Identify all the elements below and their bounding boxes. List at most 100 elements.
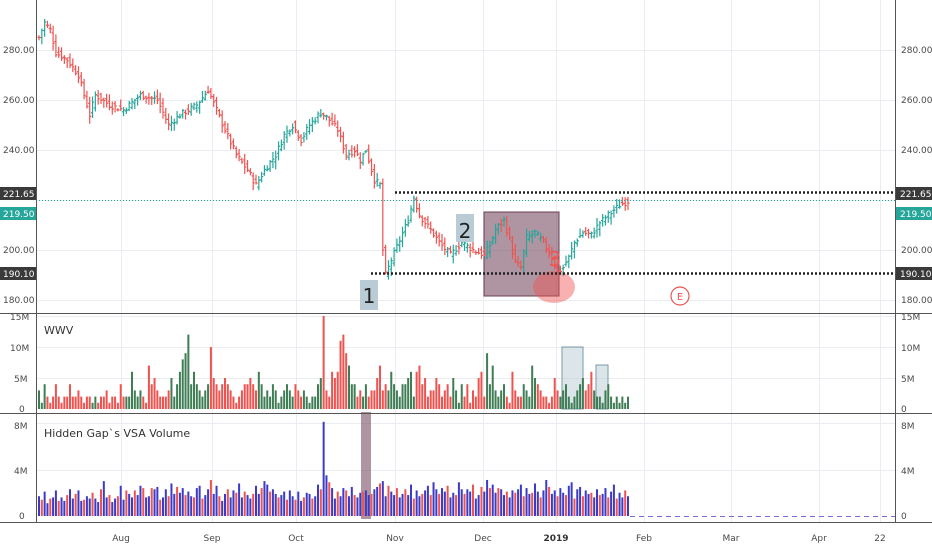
price-bar bbox=[296, 130, 300, 141]
price-bar bbox=[448, 245, 453, 254]
time-axis[interactable]: Aug Sep Oct Nov Dec 2019 Feb Mar Apr 22 bbox=[112, 534, 886, 544]
hidden-volume-bar bbox=[305, 492, 308, 516]
volume-bar bbox=[381, 390, 384, 409]
volume-axis-left[interactable]: 15M 10M 5M 0 bbox=[10, 313, 29, 415]
volume-bar bbox=[604, 390, 607, 409]
volume-bar bbox=[164, 396, 167, 409]
volume-bar bbox=[494, 390, 497, 409]
price-bar bbox=[403, 219, 407, 237]
hidden-volume-bar bbox=[531, 492, 534, 516]
hidden-volume-bar bbox=[460, 489, 463, 516]
price-bar bbox=[161, 97, 165, 119]
hidden-axis-left[interactable]: 8M 4M 0 bbox=[14, 422, 28, 522]
price-bar bbox=[434, 230, 438, 244]
price-tick: 200.00 bbox=[3, 246, 35, 256]
price-bar bbox=[271, 151, 275, 169]
volume-bar bbox=[249, 378, 252, 409]
hidden-volume-bar bbox=[457, 482, 460, 516]
earnings-icon[interactable] bbox=[670, 286, 690, 306]
hidden-volume-bar bbox=[176, 486, 179, 516]
hidden-volume-bar bbox=[421, 493, 424, 516]
volume-bar bbox=[277, 402, 280, 409]
hidden-volume-bar bbox=[618, 492, 621, 516]
volume-bar bbox=[570, 402, 573, 409]
price-bar bbox=[43, 18, 47, 37]
volume-axis-right[interactable]: 15M 10M 5M 0 bbox=[901, 313, 920, 415]
volume-bar bbox=[401, 384, 404, 409]
hidden-volume-bar bbox=[91, 492, 94, 516]
volume-bar bbox=[238, 396, 241, 409]
hidden-volume-bar bbox=[381, 481, 384, 516]
hidden-volume-bar bbox=[184, 495, 187, 516]
hidden-volume-bar bbox=[311, 498, 314, 516]
volume-bar bbox=[74, 396, 77, 409]
price-bar bbox=[375, 172, 379, 187]
price-bars bbox=[37, 18, 630, 280]
volume-tick: 15M bbox=[901, 313, 920, 323]
volume-bar bbox=[488, 384, 491, 409]
volume-bar bbox=[302, 390, 305, 409]
price-bar bbox=[59, 47, 64, 62]
volume-bar bbox=[562, 390, 565, 409]
price-bar bbox=[116, 108, 120, 112]
price-tick: 260.00 bbox=[3, 96, 35, 106]
price-bar bbox=[245, 159, 250, 173]
price-bar bbox=[412, 195, 416, 213]
hidden-volume-bar bbox=[170, 483, 173, 516]
price-bar bbox=[530, 230, 534, 244]
price-bar bbox=[237, 148, 241, 162]
volume-bar bbox=[339, 340, 342, 409]
volume-bar bbox=[331, 371, 334, 409]
volume-bar bbox=[390, 371, 393, 409]
volume-bar bbox=[607, 384, 610, 409]
price-tick: 280.00 bbox=[3, 46, 35, 56]
hidden-volume-bar bbox=[302, 497, 305, 516]
marker-3-circle bbox=[533, 271, 575, 303]
volume-bar bbox=[111, 396, 114, 409]
price-axis-right[interactable]: 280.00 260.00 240.00 200.00 180.00 bbox=[901, 46, 932, 306]
volume-bar bbox=[336, 371, 339, 409]
volume-bar bbox=[581, 378, 584, 409]
hidden-volume-bar bbox=[395, 488, 398, 516]
marker-1-box bbox=[360, 280, 378, 310]
hidden-volume-bar bbox=[497, 488, 500, 516]
price-bar bbox=[248, 168, 252, 176]
hidden-axis-right[interactable]: 8M 4M 0 bbox=[901, 422, 915, 522]
volume-bar bbox=[342, 334, 345, 409]
price-bar bbox=[533, 229, 537, 238]
hidden-volume-bar bbox=[364, 490, 367, 516]
level-lower-label-left: 190.10 bbox=[3, 270, 35, 280]
volume-bar bbox=[308, 402, 311, 409]
hidden-tick: 4M bbox=[901, 467, 915, 477]
hidden-volume-bar bbox=[455, 495, 458, 516]
hidden-pane-title: Hidden Gap`s VSA Volume bbox=[44, 427, 190, 440]
hidden-volume-bar bbox=[198, 485, 201, 516]
price-bar bbox=[477, 247, 481, 255]
marker-1-label: 1 bbox=[363, 284, 376, 308]
price-axis-left[interactable]: 280.00 260.00 240.00 200.00 180.00 bbox=[3, 46, 35, 306]
hidden-volume-bar bbox=[164, 489, 167, 516]
hidden-volume-bar bbox=[100, 489, 102, 516]
price-bar bbox=[288, 129, 292, 137]
price-bar bbox=[333, 114, 337, 127]
hidden-volume-bar bbox=[342, 488, 345, 516]
volume-bar bbox=[545, 396, 548, 409]
volume-bar bbox=[63, 396, 66, 409]
volume-bar bbox=[345, 353, 348, 409]
volume-bar bbox=[97, 402, 100, 409]
hidden-volume-bar bbox=[598, 495, 601, 516]
hidden-volume-bar bbox=[128, 493, 131, 516]
volume-pane-title: WWV bbox=[44, 324, 74, 337]
price-bar bbox=[516, 256, 520, 267]
hidden-volume-bar bbox=[483, 491, 486, 516]
price-bar bbox=[65, 57, 69, 68]
price-bar bbox=[164, 107, 168, 124]
price-bar bbox=[378, 181, 382, 189]
price-bar bbox=[214, 96, 219, 115]
price-bar bbox=[305, 124, 309, 140]
hidden-volume-bar bbox=[503, 495, 505, 516]
volume-bar bbox=[187, 334, 190, 409]
hidden-volume-bar bbox=[480, 486, 483, 516]
price-bar bbox=[341, 131, 345, 154]
